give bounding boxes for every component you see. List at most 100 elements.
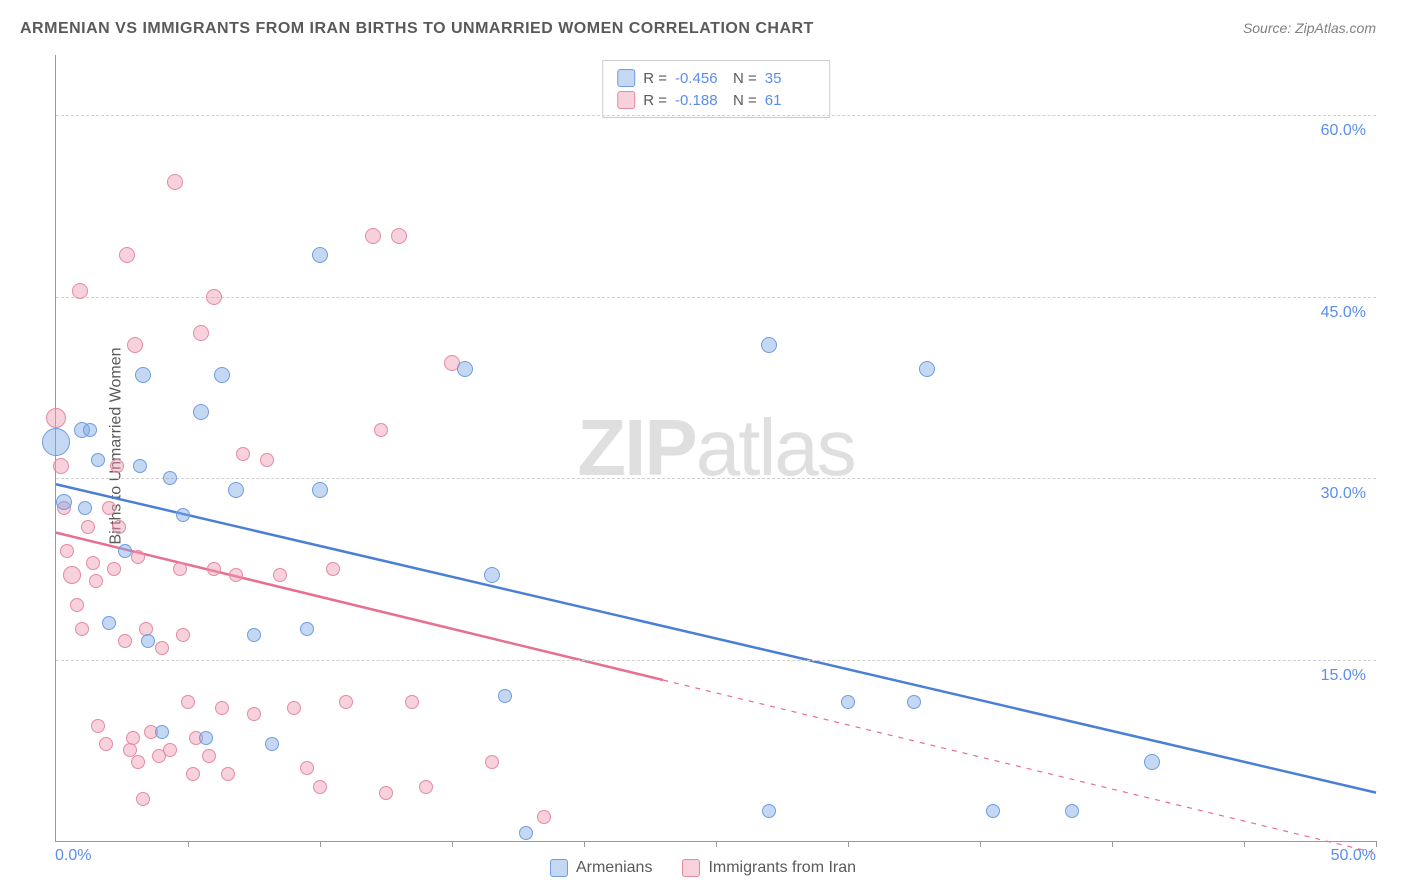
scatter-point-iran — [75, 622, 89, 636]
scatter-point-armenian — [247, 628, 261, 642]
scatter-point-armenian — [42, 428, 70, 456]
scatter-point-iran — [273, 568, 287, 582]
scatter-point-armenian — [762, 804, 776, 818]
scatter-point-iran — [485, 755, 499, 769]
scatter-point-iran — [155, 641, 169, 655]
scatter-point-iran — [60, 544, 74, 558]
scatter-point-armenian — [484, 567, 500, 583]
legend-swatch — [682, 859, 700, 877]
scatter-point-iran — [107, 562, 121, 576]
scatter-point-armenian — [457, 361, 473, 377]
n-label: N = — [733, 92, 757, 109]
scatter-point-armenian — [176, 508, 190, 522]
scatter-point-armenian — [907, 695, 921, 709]
series-legend: Armenians Immigrants from Iran — [550, 859, 856, 877]
scatter-point-armenian — [102, 616, 116, 630]
y-tick-label: 15.0% — [1321, 667, 1366, 685]
source-attribution: Source: ZipAtlas.com — [1243, 20, 1376, 36]
scatter-point-iran — [405, 695, 419, 709]
scatter-point-iran — [126, 731, 140, 745]
legend-item: Immigrants from Iran — [682, 859, 856, 877]
scatter-point-iran — [70, 598, 84, 612]
gridline — [56, 297, 1376, 298]
scatter-point-armenian — [78, 501, 92, 515]
scatter-point-iran — [391, 228, 407, 244]
scatter-point-armenian — [300, 622, 314, 636]
scatter-point-armenian — [228, 482, 244, 498]
scatter-point-armenian — [265, 737, 279, 751]
scatter-point-iran — [89, 574, 103, 588]
scatter-point-iran — [215, 701, 229, 715]
scatter-point-iran — [176, 628, 190, 642]
gridline — [56, 115, 1376, 116]
scatter-point-iran — [91, 719, 105, 733]
scatter-point-armenian — [498, 689, 512, 703]
trend-lines-layer — [56, 55, 1376, 841]
correlation-legend: R = -0.456 N = 35 R = -0.188 N = 61 — [602, 60, 830, 118]
scatter-point-iran — [110, 459, 124, 473]
legend-label: Immigrants from Iran — [708, 859, 856, 877]
scatter-point-iran — [229, 568, 243, 582]
scatter-point-iran — [419, 780, 433, 794]
scatter-point-armenian — [761, 337, 777, 353]
scatter-point-iran — [339, 695, 353, 709]
x-axis-max-label: 50.0% — [1331, 847, 1376, 865]
scatter-point-armenian — [312, 247, 328, 263]
scatter-point-armenian — [83, 423, 97, 437]
scatter-point-armenian — [155, 725, 169, 739]
scatter-point-armenian — [841, 695, 855, 709]
scatter-point-iran — [131, 755, 145, 769]
y-tick-label: 60.0% — [1321, 122, 1366, 140]
legend-swatch — [550, 859, 568, 877]
y-tick-label: 30.0% — [1321, 485, 1366, 503]
scatter-point-iran — [206, 289, 222, 305]
scatter-point-armenian — [133, 459, 147, 473]
scatter-point-iran — [72, 283, 88, 299]
legend-swatch — [617, 69, 635, 87]
correlation-legend-row: R = -0.188 N = 61 — [617, 89, 815, 111]
scatter-point-iran — [313, 780, 327, 794]
scatter-point-iran — [136, 792, 150, 806]
legend-item: Armenians — [550, 859, 652, 877]
scatter-point-armenian — [135, 367, 151, 383]
legend-label: Armenians — [576, 859, 652, 877]
scatter-point-armenian — [163, 471, 177, 485]
scatter-point-armenian — [199, 731, 213, 745]
y-tick-label: 45.0% — [1321, 304, 1366, 322]
scatter-point-armenian — [91, 453, 105, 467]
scatter-point-armenian — [141, 634, 155, 648]
scatter-point-iran — [287, 701, 301, 715]
scatter-point-iran — [221, 767, 235, 781]
x-axis-min-label: 0.0% — [55, 847, 91, 865]
n-label: N = — [733, 70, 757, 87]
scatter-point-armenian — [986, 804, 1000, 818]
scatter-point-iran — [118, 634, 132, 648]
gridline — [56, 478, 1376, 479]
gridline — [56, 660, 1376, 661]
scatter-point-armenian — [214, 367, 230, 383]
scatter-point-iran — [163, 743, 177, 757]
scatter-point-iran — [119, 247, 135, 263]
scatter-point-iran — [167, 174, 183, 190]
n-value: 61 — [765, 92, 815, 109]
scatter-point-armenian — [193, 404, 209, 420]
chart-title: ARMENIAN VS IMMIGRANTS FROM IRAN BIRTHS … — [20, 20, 814, 38]
scatter-point-iran — [63, 566, 81, 584]
r-value: -0.456 — [675, 70, 725, 87]
scatter-point-iran — [326, 562, 340, 576]
scatter-point-iran — [374, 423, 388, 437]
scatter-point-armenian — [312, 482, 328, 498]
scatter-point-armenian — [118, 544, 132, 558]
scatter-point-iran — [537, 810, 551, 824]
scatter-point-iran — [181, 695, 195, 709]
scatter-point-iran — [202, 749, 216, 763]
scatter-point-iran — [186, 767, 200, 781]
x-tick — [1376, 841, 1377, 847]
scatter-point-armenian — [56, 494, 72, 510]
scatter-point-iran — [86, 556, 100, 570]
scatter-point-iran — [53, 458, 69, 474]
scatter-point-iran — [379, 786, 393, 800]
scatter-point-iran — [102, 501, 116, 515]
scatter-point-iran — [46, 408, 66, 428]
correlation-legend-row: R = -0.456 N = 35 — [617, 67, 815, 89]
